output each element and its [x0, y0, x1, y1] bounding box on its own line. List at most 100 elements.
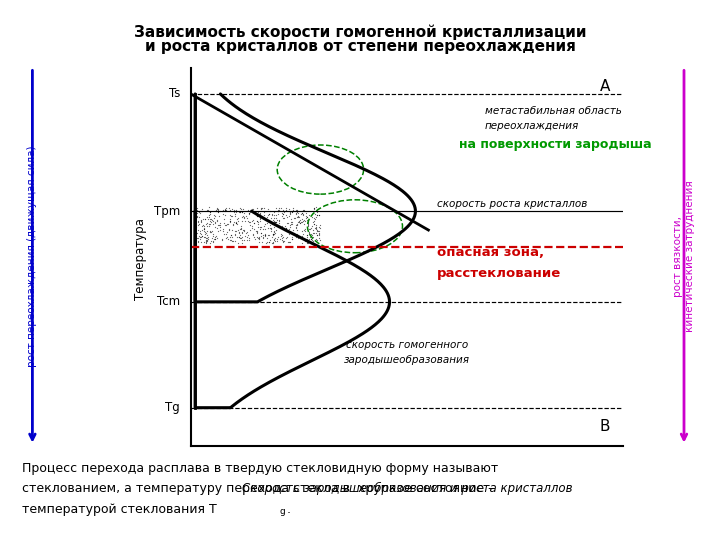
Point: [238, 209, 250, 218]
Point: [235, 208, 246, 217]
Point: [311, 208, 323, 217]
Point: [305, 230, 317, 239]
Text: зародышеобразования: зародышеобразования: [344, 355, 469, 366]
Point: [201, 206, 212, 214]
Point: [302, 215, 313, 224]
Text: расстеклование: расстеклование: [437, 267, 562, 280]
Text: Зависимость скорости гомогенной кристаллизации: Зависимость скорости гомогенной кристалл…: [134, 24, 586, 40]
Point: [296, 218, 307, 226]
Point: [252, 233, 264, 242]
Point: [211, 205, 222, 213]
Point: [223, 204, 235, 212]
Point: [306, 224, 318, 233]
Point: [303, 228, 315, 237]
Point: [198, 222, 210, 231]
Point: [199, 232, 210, 241]
Point: [218, 218, 230, 227]
Point: [276, 222, 288, 231]
Point: [301, 212, 312, 221]
Point: [276, 233, 288, 242]
Point: [286, 214, 297, 223]
Point: [292, 212, 304, 220]
Point: [210, 232, 222, 240]
Point: [313, 226, 325, 235]
Point: [254, 214, 266, 223]
Point: [267, 231, 279, 239]
Point: [280, 224, 292, 233]
Point: [308, 204, 320, 212]
Point: [272, 206, 284, 214]
Point: [300, 214, 312, 222]
Point: [194, 234, 206, 243]
Point: [269, 226, 280, 235]
Point: [275, 231, 287, 240]
Point: [247, 204, 258, 213]
Point: [307, 238, 318, 246]
Point: [297, 206, 308, 214]
Point: [269, 228, 280, 237]
Point: [218, 214, 230, 223]
Point: [276, 231, 287, 239]
Point: [248, 231, 259, 239]
Point: [255, 208, 266, 217]
Point: [259, 225, 271, 233]
Point: [195, 238, 207, 246]
Point: [296, 208, 307, 217]
Point: [215, 222, 226, 231]
Point: [238, 226, 249, 235]
Point: [212, 207, 224, 216]
Point: [284, 223, 295, 232]
Point: [312, 211, 323, 220]
Point: [190, 223, 202, 232]
Point: [204, 238, 216, 247]
Point: [217, 225, 229, 233]
Point: [216, 234, 228, 243]
Point: [256, 204, 267, 212]
Point: [266, 210, 278, 218]
Point: [277, 210, 289, 218]
Point: [266, 211, 278, 220]
Point: [254, 223, 266, 232]
Point: [251, 229, 263, 238]
Point: [259, 220, 271, 228]
Point: [209, 222, 220, 231]
Point: [287, 220, 298, 228]
Point: [306, 222, 318, 231]
Point: [263, 205, 274, 214]
Point: [225, 214, 236, 223]
Point: [308, 204, 320, 212]
Point: [192, 234, 203, 242]
Point: [268, 235, 279, 244]
Point: [228, 206, 240, 214]
Point: [308, 220, 320, 228]
Point: [230, 231, 241, 240]
Point: [309, 224, 320, 232]
Point: [289, 231, 300, 240]
Point: [314, 224, 325, 232]
Point: [313, 211, 325, 219]
Point: [308, 214, 320, 222]
Point: [243, 209, 255, 218]
Point: [289, 213, 301, 222]
Point: [304, 224, 315, 233]
Point: [301, 234, 312, 243]
Point: [312, 227, 324, 235]
Point: [212, 204, 224, 213]
Point: [284, 230, 295, 239]
Point: [274, 235, 286, 244]
Point: [260, 214, 271, 223]
Point: [193, 218, 204, 227]
Point: [315, 221, 326, 230]
Point: [276, 209, 287, 218]
Point: [239, 216, 251, 225]
Point: [278, 214, 289, 223]
Point: [286, 235, 297, 244]
Point: [228, 237, 239, 245]
Point: [288, 226, 300, 234]
Point: [279, 208, 290, 217]
Point: [190, 236, 202, 245]
Point: [302, 217, 313, 226]
Point: [256, 212, 268, 221]
Point: [254, 225, 266, 233]
Point: [192, 208, 203, 217]
